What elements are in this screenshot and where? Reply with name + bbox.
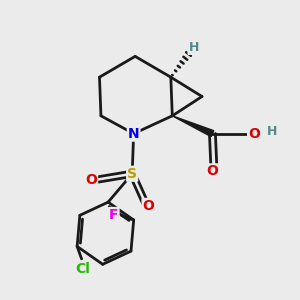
Text: S: S	[127, 167, 137, 181]
Text: O: O	[85, 173, 97, 187]
Text: H: H	[188, 41, 199, 54]
Text: O: O	[248, 127, 260, 141]
Polygon shape	[172, 116, 214, 136]
Text: N: N	[128, 127, 140, 141]
Text: Cl: Cl	[76, 262, 91, 276]
Text: O: O	[206, 164, 218, 178]
Text: H: H	[267, 125, 277, 138]
Text: F: F	[109, 208, 118, 222]
Text: O: O	[142, 199, 154, 213]
